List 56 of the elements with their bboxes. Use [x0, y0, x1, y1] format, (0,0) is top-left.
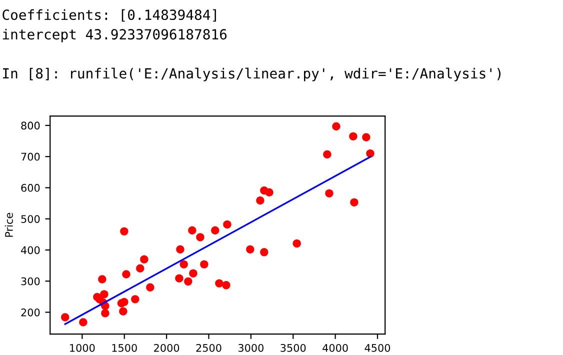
point [175, 274, 184, 282]
point [211, 226, 220, 234]
text: Coefficients: [0.14839484] [2, 9, 216, 22]
point [246, 245, 254, 254]
point [223, 220, 232, 229]
x-tick-label: 3000 [238, 344, 264, 352]
point [146, 283, 154, 292]
point [265, 188, 274, 196]
point [323, 150, 332, 158]
point [61, 313, 70, 322]
point [98, 275, 106, 284]
point [292, 239, 301, 248]
point [120, 227, 128, 236]
point [119, 307, 128, 316]
point [350, 198, 358, 206]
x-tick-label: 1500 [112, 344, 137, 352]
x-tick-label: 2000 [154, 344, 180, 352]
point [260, 248, 268, 256]
point [122, 270, 130, 278]
point [362, 133, 370, 142]
y-tick-label: 500 [21, 215, 40, 223]
x-tick-label: 1000 [70, 344, 95, 352]
x-tick-label: 4500 [364, 344, 390, 352]
point [196, 233, 204, 242]
y-tick-label: 300 [21, 277, 40, 286]
y-tick-label: 800 [21, 122, 40, 130]
point [184, 277, 192, 286]
y-tick-label: 700 [21, 152, 40, 161]
y-tick-label: 400 [21, 246, 40, 254]
point [140, 255, 148, 264]
point [180, 260, 188, 268]
point [176, 245, 184, 254]
point [79, 318, 88, 326]
text: intercept 43.92337096187816 [2, 28, 227, 42]
point [325, 189, 334, 198]
point [222, 281, 230, 290]
y-axis-title: Price [4, 212, 13, 237]
point [189, 269, 198, 278]
point [366, 149, 374, 158]
point [120, 298, 128, 306]
point [188, 226, 196, 234]
x-tick-label: 3500 [280, 344, 306, 352]
x-tick-label: 2500 [196, 344, 222, 352]
point [131, 295, 140, 304]
point [256, 196, 264, 205]
y-tick-label: 200 [21, 308, 40, 316]
point [136, 264, 144, 272]
point [332, 122, 340, 130]
point [349, 132, 358, 140]
point [100, 290, 108, 298]
point [101, 309, 110, 318]
y-tick-label: 600 [21, 184, 40, 192]
point [200, 260, 208, 268]
point [215, 279, 224, 288]
x-tick-label: 4000 [322, 344, 348, 352]
text: In [8]: runfile('E:/Analysis/linear.py', wdir='E:/Analysis') [3, 68, 501, 82]
